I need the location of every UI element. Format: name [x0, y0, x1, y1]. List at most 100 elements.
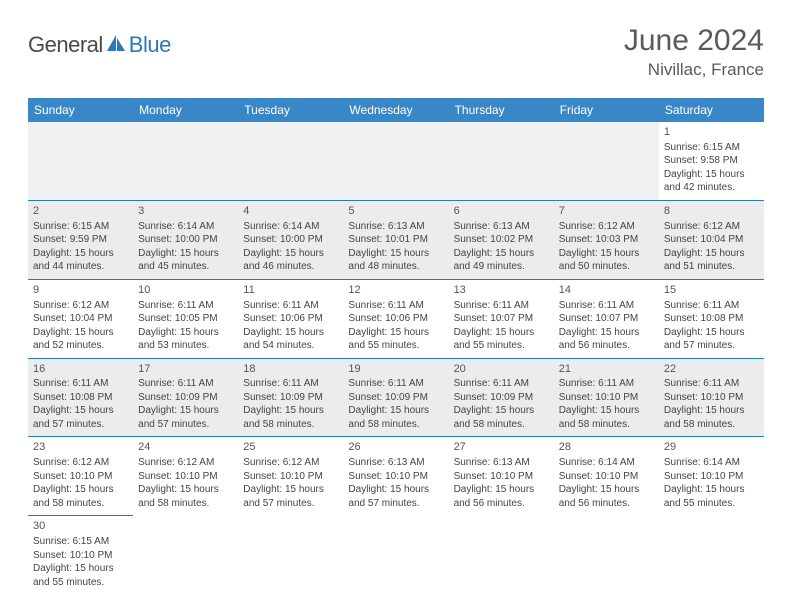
daylight-text-1: Daylight: 15 hours — [348, 326, 443, 340]
sunrise-text: Sunrise: 6:11 AM — [559, 377, 654, 391]
day-number: 24 — [138, 440, 233, 455]
sunrise-text: Sunrise: 6:11 AM — [243, 377, 338, 391]
weekday-sunday: Sunday — [28, 98, 133, 122]
daylight-text-2: and 53 minutes. — [138, 339, 233, 353]
calendar-cell — [554, 122, 659, 200]
calendar-cell — [659, 516, 764, 594]
daylight-text-1: Daylight: 15 hours — [33, 404, 128, 418]
calendar-cell — [238, 516, 343, 594]
day-number: 23 — [33, 440, 128, 455]
calendar-week-row: 1Sunrise: 6:15 AMSunset: 9:58 PMDaylight… — [28, 122, 764, 200]
daylight-text-2: and 50 minutes. — [559, 260, 654, 274]
sunset-text: Sunset: 10:06 PM — [348, 312, 443, 326]
sunset-text: Sunset: 10:10 PM — [33, 470, 128, 484]
sunset-text: Sunset: 10:07 PM — [454, 312, 549, 326]
calendar-cell: 2Sunrise: 6:15 AMSunset: 9:59 PMDaylight… — [28, 200, 133, 279]
sunrise-text: Sunrise: 6:11 AM — [664, 377, 759, 391]
daylight-text-2: and 46 minutes. — [243, 260, 338, 274]
daylight-text-1: Daylight: 15 hours — [138, 326, 233, 340]
day-number: 3 — [138, 204, 233, 219]
day-number: 9 — [33, 283, 128, 298]
daylight-text-2: and 55 minutes. — [454, 339, 549, 353]
daylight-text-1: Daylight: 15 hours — [33, 247, 128, 261]
calendar-cell: 22Sunrise: 6:11 AMSunset: 10:10 PMDaylig… — [659, 358, 764, 437]
daylight-text-1: Daylight: 15 hours — [348, 247, 443, 261]
sunrise-text: Sunrise: 6:14 AM — [559, 456, 654, 470]
sunrise-text: Sunrise: 6:11 AM — [138, 299, 233, 313]
sunset-text: Sunset: 10:08 PM — [664, 312, 759, 326]
sunset-text: Sunset: 10:09 PM — [454, 391, 549, 405]
daylight-text-1: Daylight: 15 hours — [138, 247, 233, 261]
calendar-cell: 16Sunrise: 6:11 AMSunset: 10:08 PMDaylig… — [28, 358, 133, 437]
daylight-text-2: and 56 minutes. — [559, 339, 654, 353]
daylight-text-2: and 58 minutes. — [243, 418, 338, 432]
sunrise-text: Sunrise: 6:15 AM — [664, 141, 759, 155]
weekday-thursday: Thursday — [449, 98, 554, 122]
sunset-text: Sunset: 10:05 PM — [138, 312, 233, 326]
calendar-cell: 28Sunrise: 6:14 AMSunset: 10:10 PMDaylig… — [554, 437, 659, 516]
sunset-text: Sunset: 10:09 PM — [348, 391, 443, 405]
daylight-text-1: Daylight: 15 hours — [559, 326, 654, 340]
daylight-text-1: Daylight: 15 hours — [33, 326, 128, 340]
day-number: 2 — [33, 204, 128, 219]
day-number: 4 — [243, 204, 338, 219]
daylight-text-2: and 48 minutes. — [348, 260, 443, 274]
day-number: 13 — [454, 283, 549, 298]
daylight-text-2: and 58 minutes. — [348, 418, 443, 432]
sunset-text: Sunset: 10:03 PM — [559, 233, 654, 247]
daylight-text-2: and 55 minutes. — [664, 497, 759, 511]
daylight-text-1: Daylight: 15 hours — [559, 247, 654, 261]
calendar-cell — [238, 122, 343, 200]
daylight-text-1: Daylight: 15 hours — [243, 483, 338, 497]
calendar-cell: 10Sunrise: 6:11 AMSunset: 10:05 PMDaylig… — [133, 279, 238, 358]
daylight-text-1: Daylight: 15 hours — [559, 483, 654, 497]
month-title: June 2024 — [624, 24, 764, 58]
daylight-text-1: Daylight: 15 hours — [454, 247, 549, 261]
calendar-week-row: 23Sunrise: 6:12 AMSunset: 10:10 PMDaylig… — [28, 437, 764, 516]
daylight-text-1: Daylight: 15 hours — [348, 404, 443, 418]
sunrise-text: Sunrise: 6:15 AM — [33, 220, 128, 234]
sunrise-text: Sunrise: 6:11 AM — [33, 377, 128, 391]
day-number: 7 — [559, 204, 654, 219]
title-block: June 2024 Nivillac, France — [624, 24, 764, 80]
daylight-text-2: and 54 minutes. — [243, 339, 338, 353]
day-number: 15 — [664, 283, 759, 298]
sail-icon — [105, 33, 127, 58]
day-number: 27 — [454, 440, 549, 455]
page-header: General Blue June 2024 Nivillac, France — [28, 24, 764, 80]
daylight-text-2: and 58 minutes. — [559, 418, 654, 432]
calendar-table: Sunday Monday Tuesday Wednesday Thursday… — [28, 98, 764, 594]
daylight-text-2: and 58 minutes. — [33, 497, 128, 511]
sunset-text: Sunset: 10:06 PM — [243, 312, 338, 326]
calendar-cell: 13Sunrise: 6:11 AMSunset: 10:07 PMDaylig… — [449, 279, 554, 358]
daylight-text-1: Daylight: 15 hours — [243, 404, 338, 418]
calendar-cell — [449, 122, 554, 200]
daylight-text-2: and 58 minutes. — [454, 418, 549, 432]
sunset-text: Sunset: 9:59 PM — [33, 233, 128, 247]
day-number: 11 — [243, 283, 338, 298]
calendar-cell: 26Sunrise: 6:13 AMSunset: 10:10 PMDaylig… — [343, 437, 448, 516]
sunrise-text: Sunrise: 6:11 AM — [348, 377, 443, 391]
daylight-text-2: and 57 minutes. — [348, 497, 443, 511]
weekday-monday: Monday — [133, 98, 238, 122]
daylight-text-2: and 42 minutes. — [664, 181, 759, 195]
sunset-text: Sunset: 10:09 PM — [138, 391, 233, 405]
sunset-text: Sunset: 10:10 PM — [33, 549, 128, 563]
day-number: 10 — [138, 283, 233, 298]
sunrise-text: Sunrise: 6:13 AM — [454, 456, 549, 470]
calendar-cell: 9Sunrise: 6:12 AMSunset: 10:04 PMDayligh… — [28, 279, 133, 358]
sunrise-text: Sunrise: 6:11 AM — [454, 299, 549, 313]
calendar-cell — [133, 122, 238, 200]
daylight-text-2: and 55 minutes. — [33, 576, 128, 590]
daylight-text-1: Daylight: 15 hours — [138, 404, 233, 418]
daylight-text-2: and 57 minutes. — [138, 418, 233, 432]
sunrise-text: Sunrise: 6:11 AM — [559, 299, 654, 313]
calendar-cell — [343, 122, 448, 200]
daylight-text-2: and 55 minutes. — [348, 339, 443, 353]
day-number: 14 — [559, 283, 654, 298]
sunset-text: Sunset: 10:10 PM — [559, 470, 654, 484]
daylight-text-2: and 56 minutes. — [454, 497, 549, 511]
day-number: 17 — [138, 362, 233, 377]
day-number: 26 — [348, 440, 443, 455]
daylight-text-1: Daylight: 15 hours — [454, 326, 549, 340]
